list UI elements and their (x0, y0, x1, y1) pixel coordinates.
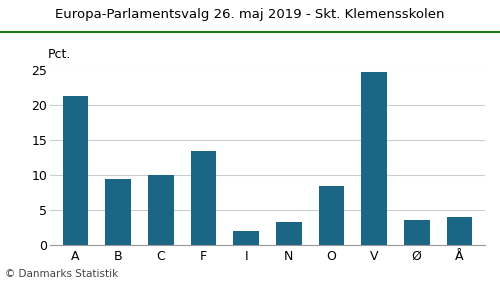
Bar (318, 186, 344, 245)
Bar (148, 175, 174, 245)
Text: © Danmarks Statistik: © Danmarks Statistik (5, 269, 118, 279)
Bar (106, 179, 131, 245)
Bar (446, 217, 472, 245)
Bar (276, 222, 301, 245)
Bar (190, 151, 216, 245)
Bar (63, 96, 88, 245)
Text: Europa-Parlamentsvalg 26. maj 2019 - Skt. Klemensskolen: Europa-Parlamentsvalg 26. maj 2019 - Skt… (55, 8, 445, 21)
Bar (234, 231, 259, 245)
Bar (362, 72, 387, 245)
Text: Pct.: Pct. (48, 48, 71, 61)
Bar (404, 220, 429, 245)
